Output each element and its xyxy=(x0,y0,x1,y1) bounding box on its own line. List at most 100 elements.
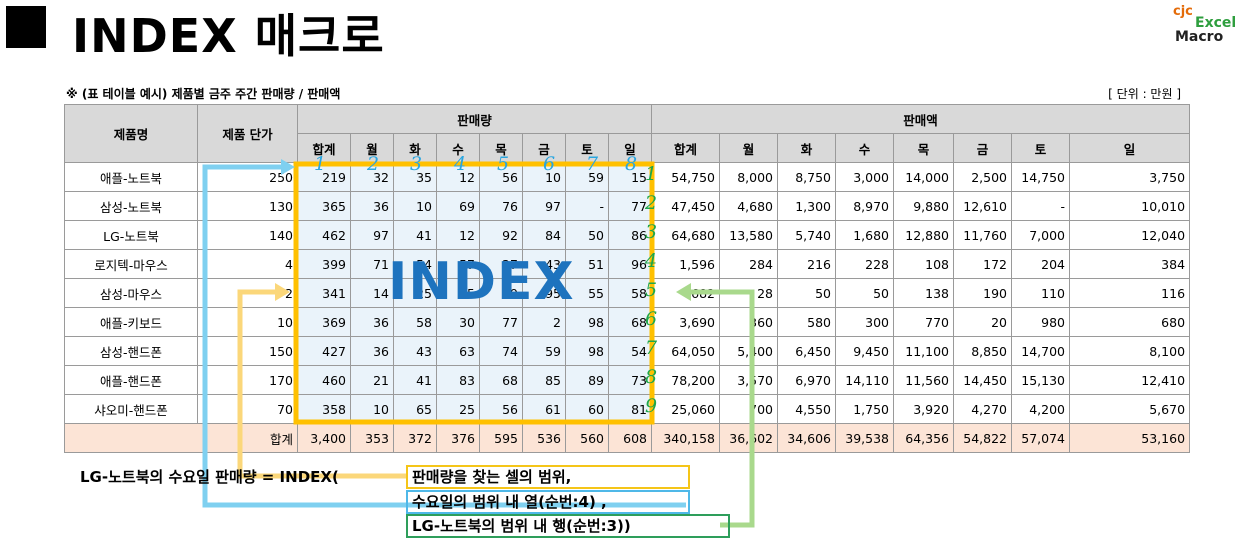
logo-excel: Excel xyxy=(1195,15,1237,31)
column-index-number: 6 xyxy=(543,153,556,175)
total-amount-cell: 340,158 xyxy=(651,423,721,453)
total-label-cell: 합계 xyxy=(64,423,298,453)
row-index-number: 1 xyxy=(645,163,658,185)
amount-cell: 11,560 xyxy=(893,365,955,395)
qty-cell: 10 xyxy=(522,162,566,192)
total-amount-cell: 57,074 xyxy=(1011,423,1071,453)
cjc-excel-macro-logo: cjc Excel Macro xyxy=(1173,4,1243,48)
amount-cell: 12,610 xyxy=(953,191,1013,221)
qty-cell: - xyxy=(565,191,609,221)
total-qty-cell: 3,400 xyxy=(297,423,351,453)
amount-cell: 5,400 xyxy=(719,336,779,366)
index-range-box xyxy=(293,161,655,425)
amount-cell: 2,500 xyxy=(953,162,1013,192)
header-qty-col: 토 xyxy=(565,133,609,163)
header-qty-col: 수 xyxy=(436,133,480,163)
qty-cell: 10 xyxy=(350,394,394,424)
qty-cell: 25 xyxy=(436,394,480,424)
amount-cell: 216 xyxy=(777,249,837,279)
total-row: 합계 3,400 353 372 376 595 536 560 608 340,158 36,60… xyxy=(64,423,1191,453)
qty-cell: 77 xyxy=(479,307,523,337)
column-arrow xyxy=(202,164,686,508)
table-row: 삼성-핸드폰 150 427 36 43 63 74 59 98 54 64,050 5,400 6,4… xyxy=(64,336,1191,366)
total-amount-cell: 53,160 xyxy=(1069,423,1191,453)
qty-cell: 36 xyxy=(350,336,394,366)
amount-cell: 8,100 xyxy=(1069,336,1191,366)
total-amount-cell: 54,822 xyxy=(953,423,1013,453)
range-arrowhead-icon xyxy=(275,283,290,301)
amount-cell: 20 xyxy=(953,307,1013,337)
table-caption: ※ (표 테이블 예시) 제품별 금주 주간 판매량 / 판매액 xyxy=(66,87,341,101)
qty-cell: 58 xyxy=(607,278,653,308)
qty-cell: 10 xyxy=(393,191,437,221)
header-qty-col: 일 xyxy=(607,133,653,163)
amount-cell: 1,596 xyxy=(651,249,721,279)
qty-cell: 25 xyxy=(436,278,480,308)
qty-cell: 56 xyxy=(479,162,523,192)
amount-cell: 9,880 xyxy=(893,191,955,221)
header-amt-col: 토 xyxy=(1011,133,1071,163)
qty-cell: 358 xyxy=(297,394,351,424)
table-row: 애플-핸드폰 170 460 21 41 83 68 85 89 73 78,200 3,570 6,9… xyxy=(64,365,1191,395)
total-qty-cell: 595 xyxy=(479,423,523,453)
column-index-number: 7 xyxy=(586,153,599,175)
amount-cell: 8,850 xyxy=(953,336,1013,366)
amount-cell: 3,750 xyxy=(1069,162,1191,192)
qty-cell: 83 xyxy=(436,365,480,395)
qty-cell: 96 xyxy=(607,249,653,279)
amount-cell: 980 xyxy=(1011,307,1071,337)
qty-cell: 35 xyxy=(393,162,437,192)
row-index-number: 9 xyxy=(645,395,658,417)
qty-cell: 92 xyxy=(479,220,523,250)
table-row: 애플-키보드 10 369 36 58 30 77 2 98 68 3,690 360 580 300 77… xyxy=(64,307,1191,337)
qty-cell: 54 xyxy=(607,336,653,366)
row-index-number: 8 xyxy=(645,366,658,388)
amount-cell: 138 xyxy=(893,278,955,308)
amount-cell: 11,760 xyxy=(953,220,1013,250)
qty-cell: 63 xyxy=(436,336,480,366)
header-amt-group: 판매액 xyxy=(651,104,1191,134)
amount-cell: 14,450 xyxy=(953,365,1013,395)
qty-cell: 27 xyxy=(479,249,523,279)
amount-cell: 700 xyxy=(719,394,779,424)
row-index-number: 4 xyxy=(645,250,658,272)
header-amt-col: 일 xyxy=(1069,133,1191,163)
qty-cell: 97 xyxy=(350,220,394,250)
amount-cell: 108 xyxy=(893,249,955,279)
qty-cell: 97 xyxy=(522,191,566,221)
amount-cell: 8,970 xyxy=(835,191,895,221)
formula-lhs: LG-노트북의 수요일 판매량 = INDEX( xyxy=(80,468,339,486)
qty-cell: 43 xyxy=(393,336,437,366)
column-index-number: 8 xyxy=(625,153,638,175)
qty-cell: 41 xyxy=(393,220,437,250)
qty-cell: 56 xyxy=(479,394,523,424)
total-amount-cell: 64,356 xyxy=(893,423,955,453)
table-row: 로지텍-마우스 4 399 71 54 57 27 43 51 96 1,596 284 216 228 1… xyxy=(64,249,1191,279)
amount-cell: 78,200 xyxy=(651,365,721,395)
amount-cell: 14,700 xyxy=(1011,336,1071,366)
header-product: 제품명 xyxy=(64,104,198,163)
row-arrowhead-icon xyxy=(676,283,691,301)
qty-cell: 55 xyxy=(565,278,609,308)
sales-table: 제품명 제품 단가 판매량 판매액 합계 월 화 수 목 금 토 일 합계 월 화 수 목 금 토 일 애플-… xyxy=(64,104,1191,453)
qty-cell: 369 xyxy=(297,307,351,337)
total-amount-cell: 39,538 xyxy=(835,423,895,453)
total-qty-cell: 376 xyxy=(436,423,480,453)
formula-arg-column: 수요일의 범위 내 열(순번:4) , xyxy=(406,490,690,514)
qty-cell: 399 xyxy=(297,249,351,279)
amount-cell: 10,010 xyxy=(1069,191,1191,221)
qty-cell: 36 xyxy=(350,191,394,221)
product-name-cell: 삼성-노트북 xyxy=(64,191,198,221)
total-qty-cell: 560 xyxy=(565,423,609,453)
table-row: 애플-노트북 250 219 32 35 12 56 10 59 15 54,750 8,000 8,7… xyxy=(64,162,1191,192)
qty-cell: 14 xyxy=(350,278,394,308)
amount-cell: 13,580 xyxy=(719,220,779,250)
row-index-number: 6 xyxy=(645,308,658,330)
table-row: 삼성-마우스 2 341 14 25 25 69 95 55 58 682 28 50 50 138 190 1… xyxy=(64,278,1191,308)
unit-price-cell: 140 xyxy=(197,220,298,250)
unit-price-cell: 150 xyxy=(197,336,298,366)
qty-cell: 60 xyxy=(565,394,609,424)
amount-cell: 3,920 xyxy=(893,394,955,424)
amount-cell: 6,450 xyxy=(777,336,837,366)
